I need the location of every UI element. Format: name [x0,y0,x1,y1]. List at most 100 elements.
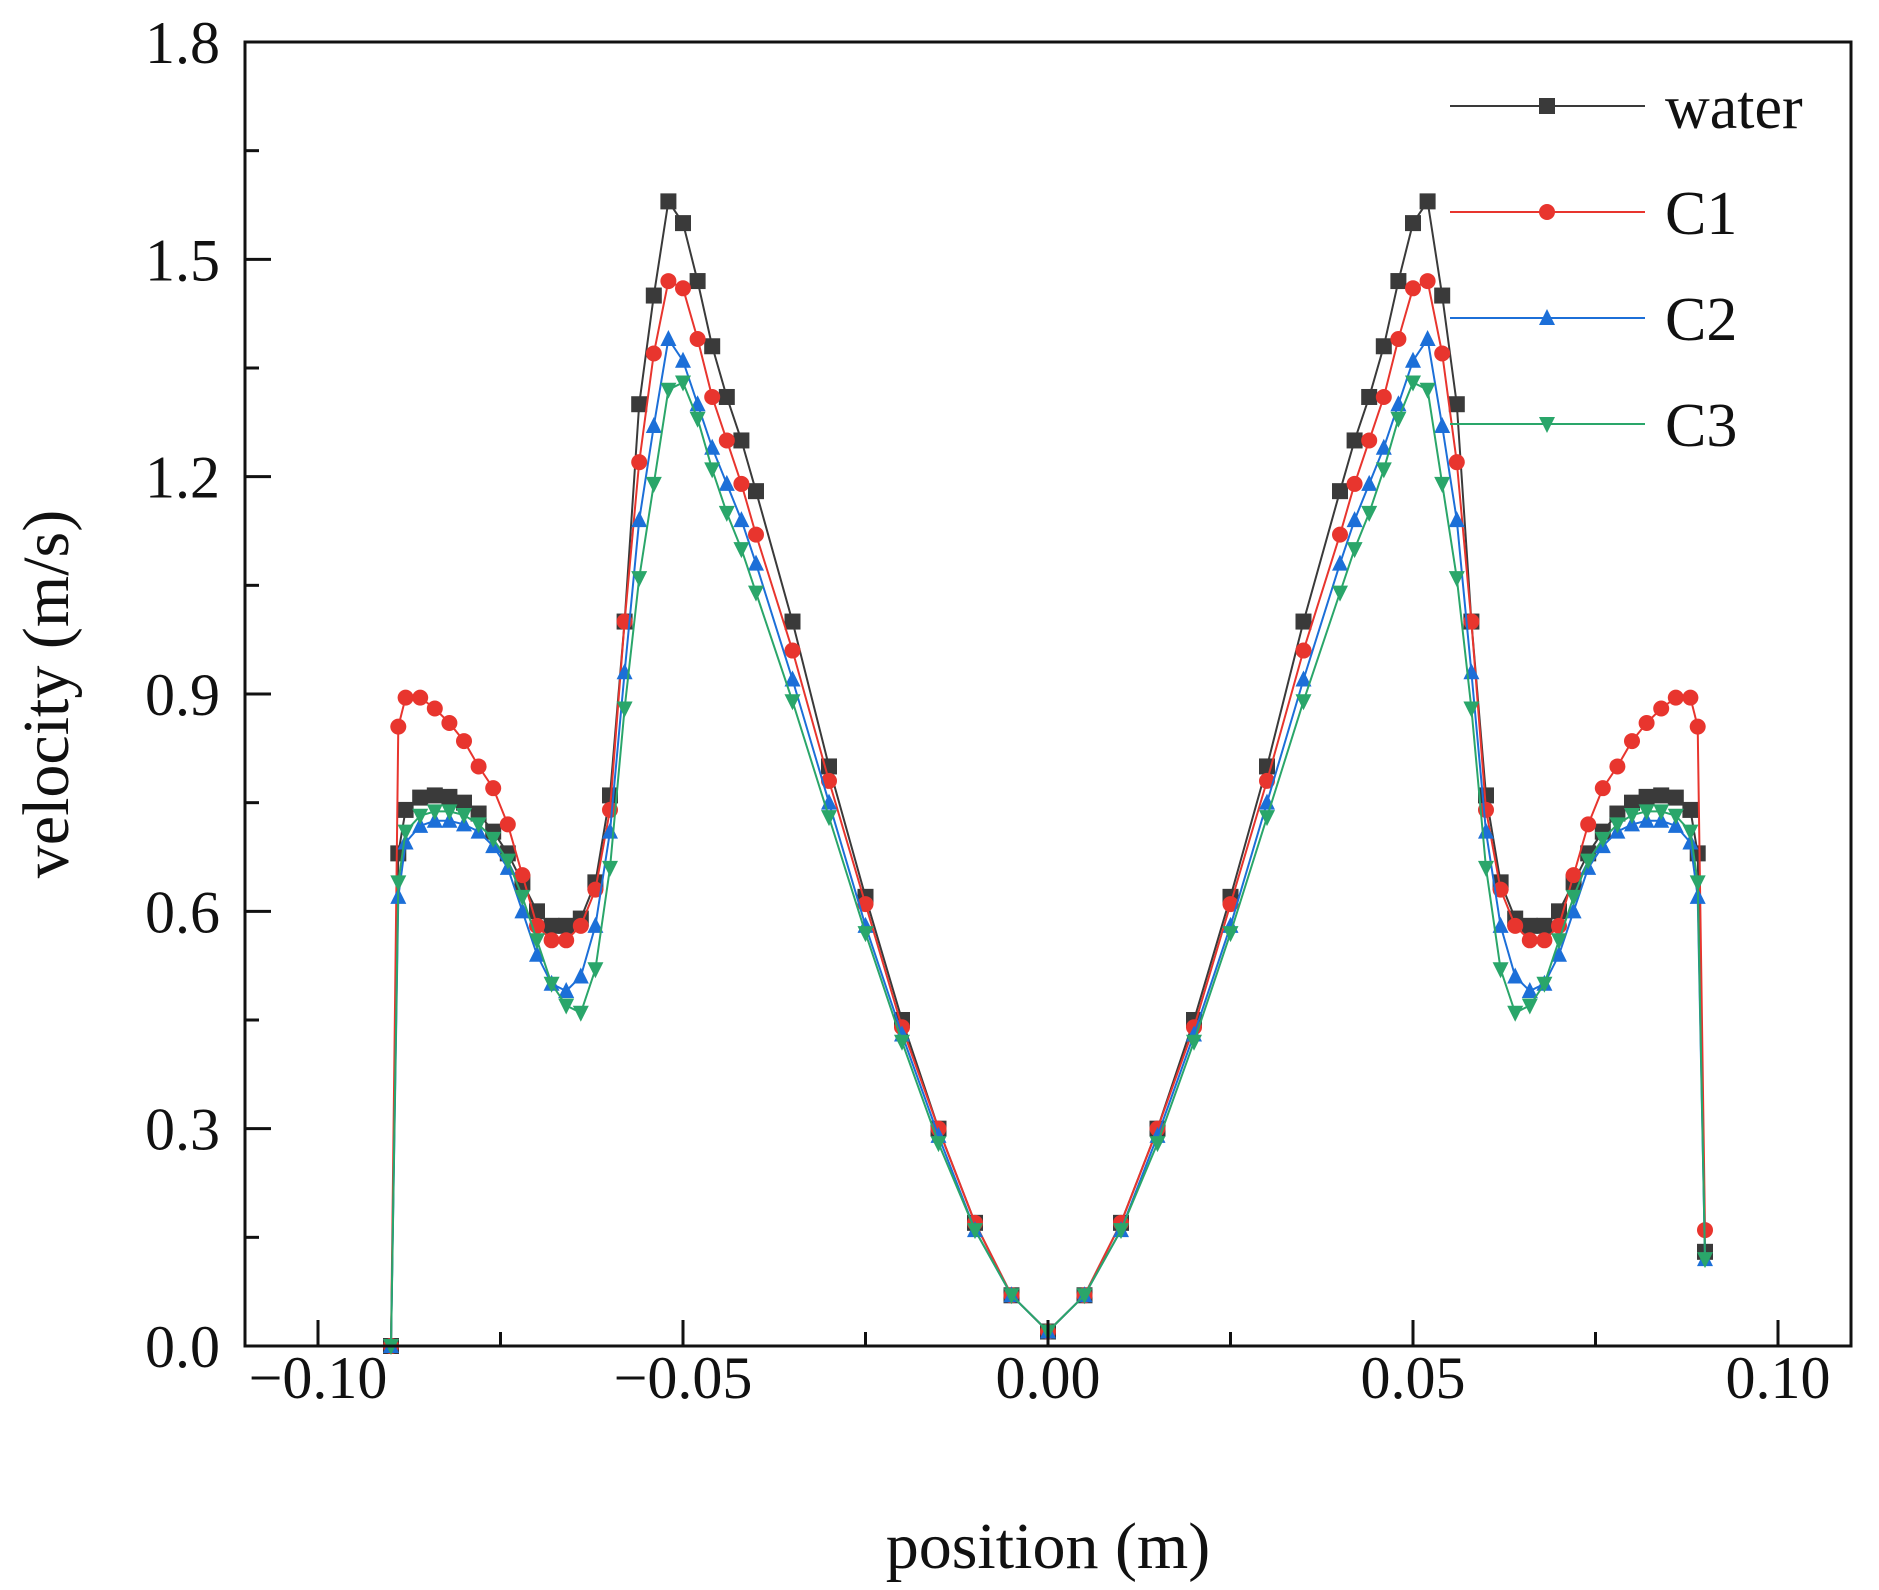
data-point-c2 [1375,438,1392,455]
data-point-c2 [1507,967,1524,984]
data-point-c1 [1653,700,1670,717]
data-point-water [784,613,801,630]
data-point-water [821,758,837,775]
data-point-c3 [1624,807,1640,824]
data-point-c2 [645,416,662,433]
data-point-c1 [1405,280,1421,297]
data-point-water [543,917,560,934]
data-point-c3 [718,505,735,522]
data-point-c2 [1361,474,1378,491]
data-point-water [426,787,443,804]
data-point-c2 [675,351,691,368]
data-point-c3 [558,998,575,1015]
data-point-c3 [543,976,560,993]
data-point-water [1667,789,1684,806]
data-point-water [1259,758,1275,775]
data-point-c1 [514,867,531,884]
data-point-c3 [704,462,721,479]
y-tick-label: 1.5 [145,227,220,293]
data-point-c2 [733,511,750,528]
data-point-c1 [857,896,874,913]
data-point-c1 [718,432,735,449]
data-point-c2 [1448,511,1465,528]
data-point-c3 [1463,701,1480,718]
data-point-water [1448,396,1465,413]
data-point-c3 [499,853,516,870]
legend-label-c3: C3 [1665,392,1737,460]
data-point-c2 [1419,330,1436,347]
data-point-c3 [1653,804,1670,821]
data-point-c3 [645,476,662,493]
data-point-c3 [1682,824,1699,841]
data-point-c1 [675,280,691,297]
data-point-c3 [1419,382,1436,399]
legend-item-c1: C1 [1450,180,1737,248]
data-point-c3 [689,411,706,428]
data-point-c1 [1565,867,1582,884]
data-point-c3 [1536,976,1553,993]
data-point-c3 [857,926,874,943]
data-point-c3 [397,824,414,841]
legend-label-water: water [1665,74,1803,142]
data-point-c3 [1507,1005,1524,1022]
data-point-water [660,193,677,210]
data-point-water [1332,483,1348,500]
data-point-water [733,432,750,449]
legend-marker-c1 [1539,204,1555,220]
data-point-c3 [390,875,407,892]
data-point-c2 [1682,833,1699,850]
data-point-c1 [1361,432,1378,449]
data-point-c2 [631,511,648,528]
data-point-water [1536,917,1553,934]
data-point-c1 [470,758,487,775]
data-point-c1 [704,388,721,405]
data-point-c1 [543,932,560,949]
data-point-c1 [1689,718,1706,735]
x-tick-label: 0.05 [1361,1345,1466,1411]
data-point-water [689,273,706,290]
data-point-c3 [748,585,764,602]
data-point-c3 [456,807,472,824]
data-point-c3 [1113,1223,1129,1240]
data-point-c3 [514,889,531,906]
data-point-c2 [1551,945,1567,962]
data-point-c3 [1375,462,1392,479]
data-point-c3 [1580,853,1597,870]
data-point-c1 [1434,345,1451,362]
data-point-c3 [1565,889,1582,906]
data-point-c2 [704,438,721,455]
y-tick-label: 0.6 [145,879,220,945]
data-point-c1 [1375,388,1392,405]
data-point-c2 [587,916,604,933]
data-point-water [1295,613,1312,630]
data-point-water [1521,917,1538,934]
legend-label-c1: C1 [1665,180,1737,248]
data-point-c2 [1346,511,1363,528]
data-point-c3 [1448,571,1465,588]
legend-marker-c2 [1539,309,1555,325]
data-point-c3 [616,701,633,718]
data-point-water [718,388,735,405]
data-point-c2 [660,330,677,347]
data-point-c3 [733,542,750,559]
data-point-c3 [894,1034,910,1051]
data-point-c3 [1390,411,1407,428]
legend-label-c2: C2 [1665,286,1737,354]
data-point-c1 [397,689,414,706]
legend-item-c3: C3 [1450,392,1737,460]
data-point-c3 [1667,808,1684,825]
data-point-c3 [1076,1288,1093,1305]
data-point-c1 [733,475,750,492]
y-tick-label: 0.9 [145,662,220,728]
data-point-c1 [660,273,677,290]
data-point-water [1390,273,1407,290]
data-point-c3 [1638,804,1655,821]
data-point-c3 [631,571,648,588]
data-point-water [1361,388,1378,405]
data-point-c2 [748,554,764,571]
data-point-c3 [412,808,429,825]
data-point-water [1682,801,1699,818]
data-point-water [1375,338,1392,355]
